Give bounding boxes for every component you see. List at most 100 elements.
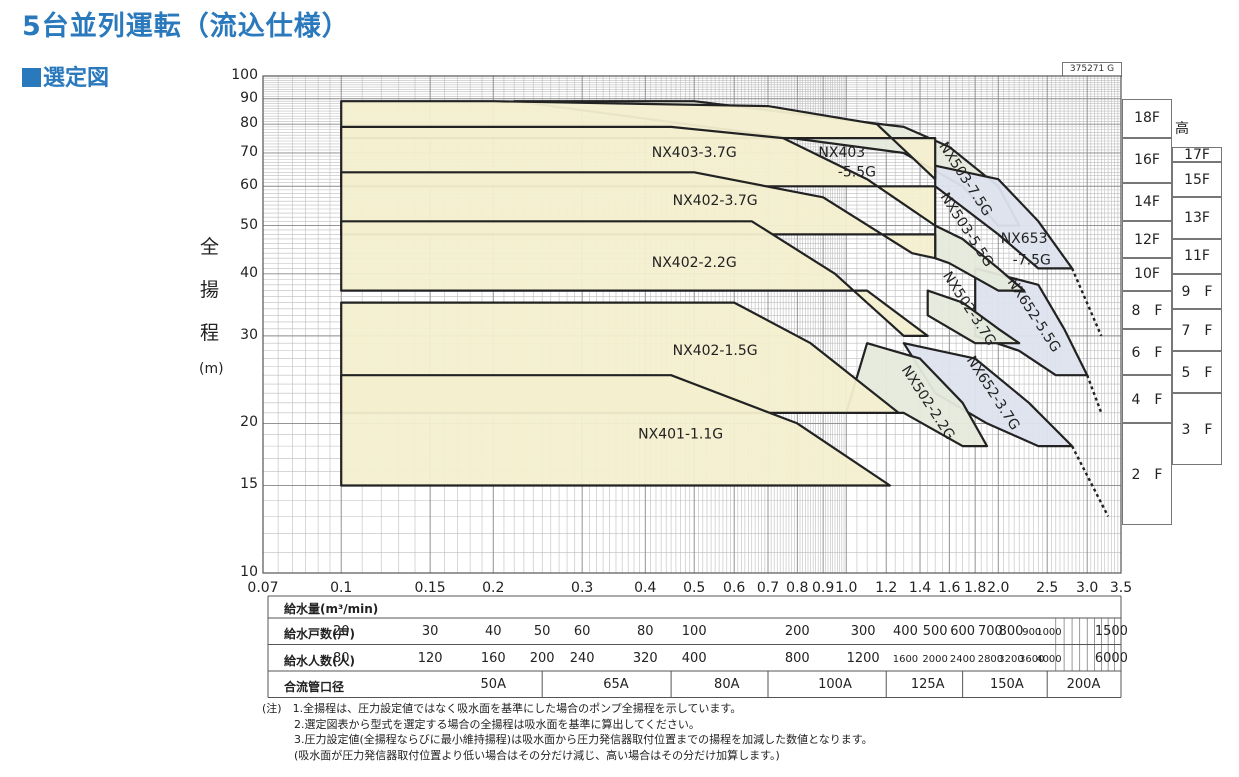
- floor-marker: 13F: [1172, 197, 1222, 239]
- floor-marker: 15F: [1172, 162, 1222, 198]
- x-tick-label: 0.5: [683, 580, 706, 596]
- series-area-nx503-5.5g: [934, 224, 1026, 292]
- table-cell: 120: [417, 650, 443, 666]
- table-cell: 1000: [1036, 627, 1062, 638]
- x-tick-label: 0.6: [723, 580, 746, 596]
- x-tick-label: 1.8: [964, 580, 987, 596]
- floor-marker: 6 F: [1122, 328, 1172, 376]
- floor-marker: 8 F: [1122, 290, 1172, 329]
- series-label: NX402-2.2G: [652, 255, 737, 271]
- table-cell: 100A: [818, 677, 852, 692]
- table-cell: 800: [784, 650, 810, 666]
- table-cell: 150A: [990, 677, 1024, 692]
- y-tick-label: 10: [240, 564, 258, 580]
- series-label: -5.5G: [838, 164, 876, 180]
- table-cell: 2000: [922, 653, 948, 665]
- y-axis-label-char-1: 全: [200, 236, 220, 258]
- table-cell: 700: [978, 624, 1003, 639]
- table-cell: 3600: [1019, 653, 1045, 665]
- series-area-nx502-3.7g: [926, 289, 1021, 345]
- floor-marker: 3 F: [1172, 393, 1222, 465]
- x-tick-label: 1.4: [908, 580, 932, 596]
- x-tick-label: 3.5: [1109, 580, 1133, 596]
- y-tick-label: 20: [240, 414, 258, 431]
- floor-marker: 4 F: [1122, 375, 1172, 424]
- table-cell: 2800: [977, 653, 1004, 665]
- series-area-nx401-1.1g: [340, 374, 892, 487]
- x-tick-label: 0.3: [571, 580, 594, 596]
- table-cell: 200: [784, 624, 810, 639]
- x-tick-label: 0.2: [482, 580, 505, 596]
- x-tick-label: 0.15: [414, 580, 446, 596]
- series-area-nx402-2.2g: [340, 220, 929, 337]
- table-cell: 6000: [1094, 650, 1128, 666]
- table-cell: 30: [421, 624, 439, 639]
- square-icon: [22, 68, 41, 87]
- series-label: -7.5G: [1013, 253, 1051, 269]
- table-cell: 600: [950, 624, 976, 639]
- y-tick-label: 50: [240, 216, 258, 233]
- table-cell: 60: [573, 624, 591, 639]
- table-cell: 500: [922, 624, 948, 639]
- table-cell: 80A: [714, 677, 740, 692]
- table-cell: 300: [850, 624, 876, 639]
- floor-marker: 14F: [1122, 182, 1172, 222]
- y-tick-label: 90: [240, 89, 258, 106]
- floor-marker: 11F: [1172, 238, 1222, 274]
- table-cell: 200A: [1066, 677, 1101, 692]
- table-row-label: 給水人数(人): [284, 653, 355, 668]
- series-label: NX402-1.5G: [673, 343, 758, 359]
- plot-frame: [262, 75, 1122, 574]
- y-axis-label-char-3: 程: [200, 322, 220, 344]
- table-cell: 3200: [998, 653, 1024, 665]
- table-cell: 80: [332, 650, 350, 666]
- x-tick-label: 0.07: [247, 580, 279, 596]
- x-tick-label: 0.4: [634, 580, 657, 596]
- table-cell: 200: [529, 650, 555, 666]
- x-tick-label: 0.1: [330, 580, 353, 596]
- note-1: (注) 1.全揚程は、圧力設定値ではなく吸水面を基準にした場合のポンプ全揚程を示…: [262, 702, 742, 715]
- table-row-label: 給水戸数(戸): [284, 627, 355, 641]
- x-tick-label: 3.0: [1076, 580, 1099, 596]
- floor-marker: 10F: [1122, 258, 1172, 291]
- y-tick-label: 80: [240, 115, 258, 132]
- notes: (注) 1.全揚程は、圧力設定値ではなく吸水面を基準にした場合のポンプ全揚程を示…: [262, 701, 873, 763]
- floor-marker: 17F: [1172, 147, 1222, 163]
- table-cell: 160: [480, 650, 506, 666]
- table-cell: 65A: [603, 677, 629, 692]
- table-cell: 1200: [846, 650, 880, 666]
- note-3: 3.圧力設定値(全揚程ならびに最小維持揚程)は吸水面から圧力発信器取付位置までの…: [294, 733, 873, 746]
- x-tick-label: 1.6: [938, 580, 961, 596]
- floor-marker: 16F: [1122, 138, 1172, 183]
- floor-marker: 12F: [1122, 221, 1172, 259]
- x-tick-label: 2.5: [1036, 580, 1059, 596]
- x-tick-label: 0.9: [811, 580, 835, 596]
- y-tick-label: 40: [240, 264, 258, 281]
- floor-marker: 2 F: [1122, 423, 1172, 525]
- series-label: NX403-3.7G: [652, 145, 737, 161]
- table-cell: 100: [681, 624, 707, 639]
- table-cell: 80: [636, 624, 654, 639]
- table-cell: 1500: [1094, 624, 1128, 639]
- curve-extension-1: [1086, 374, 1103, 414]
- table-cell: 125A: [910, 677, 945, 692]
- x-tick-label: 0.8: [786, 580, 809, 596]
- floor-marker: 5 F: [1172, 350, 1222, 394]
- floor-marker: 18F: [1122, 98, 1172, 139]
- x-tick-label: 0.7: [756, 580, 780, 596]
- table-cell: 320: [632, 650, 658, 666]
- y-tick-label: 100: [231, 67, 258, 83]
- table-cell: 1600: [892, 653, 919, 665]
- table-cell: 50: [533, 624, 551, 639]
- table-cell: 2400: [949, 653, 976, 665]
- y-tick-label: 30: [240, 326, 258, 343]
- table-cell: 400: [681, 650, 707, 666]
- series-label: NX402-3.7G: [673, 193, 758, 209]
- series-label: NX653: [1001, 231, 1048, 247]
- selection-chart: NX403-3.7G NX403 -5.5G NX402-3.7G NX402-2.2G…: [262, 75, 1122, 574]
- y-tick-label: 70: [240, 143, 258, 160]
- section-heading-text: 選定図: [43, 66, 110, 91]
- table-cell: 240: [569, 650, 595, 666]
- curve-extension-2: [1071, 445, 1110, 517]
- table-cell: 50A: [480, 677, 506, 692]
